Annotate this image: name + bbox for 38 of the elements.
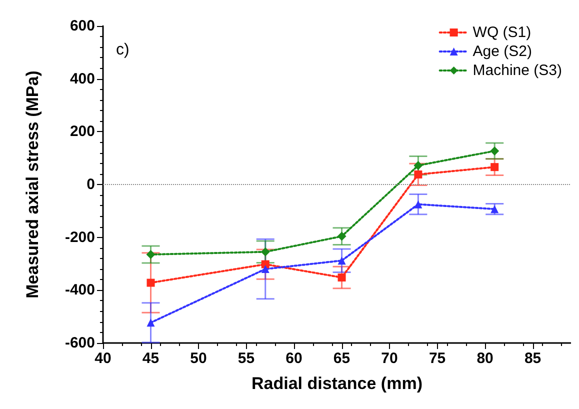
- point: [261, 265, 270, 274]
- x-tick-label: 75: [428, 350, 446, 367]
- y-tick-label: -400: [64, 282, 95, 299]
- point: [414, 160, 423, 170]
- x-tick-label: 65: [333, 350, 350, 367]
- y-tick-label: 600: [70, 18, 95, 34]
- point: [490, 205, 499, 214]
- point: [414, 200, 422, 208]
- y-tick-label: -200: [64, 228, 95, 246]
- y-axis-title: Measured axial stress (MPa): [23, 70, 42, 298]
- point: [261, 260, 270, 268]
- point: [490, 146, 500, 156]
- legend-label: WQ (S1): [472, 24, 532, 41]
- x-tick-label: 80: [476, 350, 494, 367]
- legend-label: Machine (S3): [472, 62, 562, 79]
- point: [260, 247, 270, 256]
- point: [414, 170, 422, 178]
- y-tick-label: 400: [70, 70, 95, 88]
- point: [338, 256, 346, 265]
- y-tick-label: 200: [70, 123, 95, 140]
- point: [490, 163, 499, 172]
- x-tick-label: 60: [286, 350, 302, 367]
- point: [338, 273, 346, 282]
- x-axis-title: Radial distance (mm): [252, 374, 422, 393]
- y-tick-label: 0: [86, 176, 95, 193]
- y-tick-label: -600: [64, 334, 95, 352]
- x-tick-label: 70: [381, 350, 398, 367]
- x-tick-label: 55: [238, 350, 255, 367]
- point: [146, 278, 155, 287]
- x-tick-label: 40: [94, 350, 112, 367]
- legend-label: Age (S2): [472, 43, 532, 60]
- annotation: c): [116, 42, 130, 58]
- x-tick-label: 85: [524, 350, 542, 367]
- x-tick-label: 45: [142, 350, 160, 367]
- point: [146, 318, 155, 327]
- point: [146, 250, 156, 260]
- point: [337, 232, 346, 241]
- x-tick-label: 50: [190, 350, 207, 367]
